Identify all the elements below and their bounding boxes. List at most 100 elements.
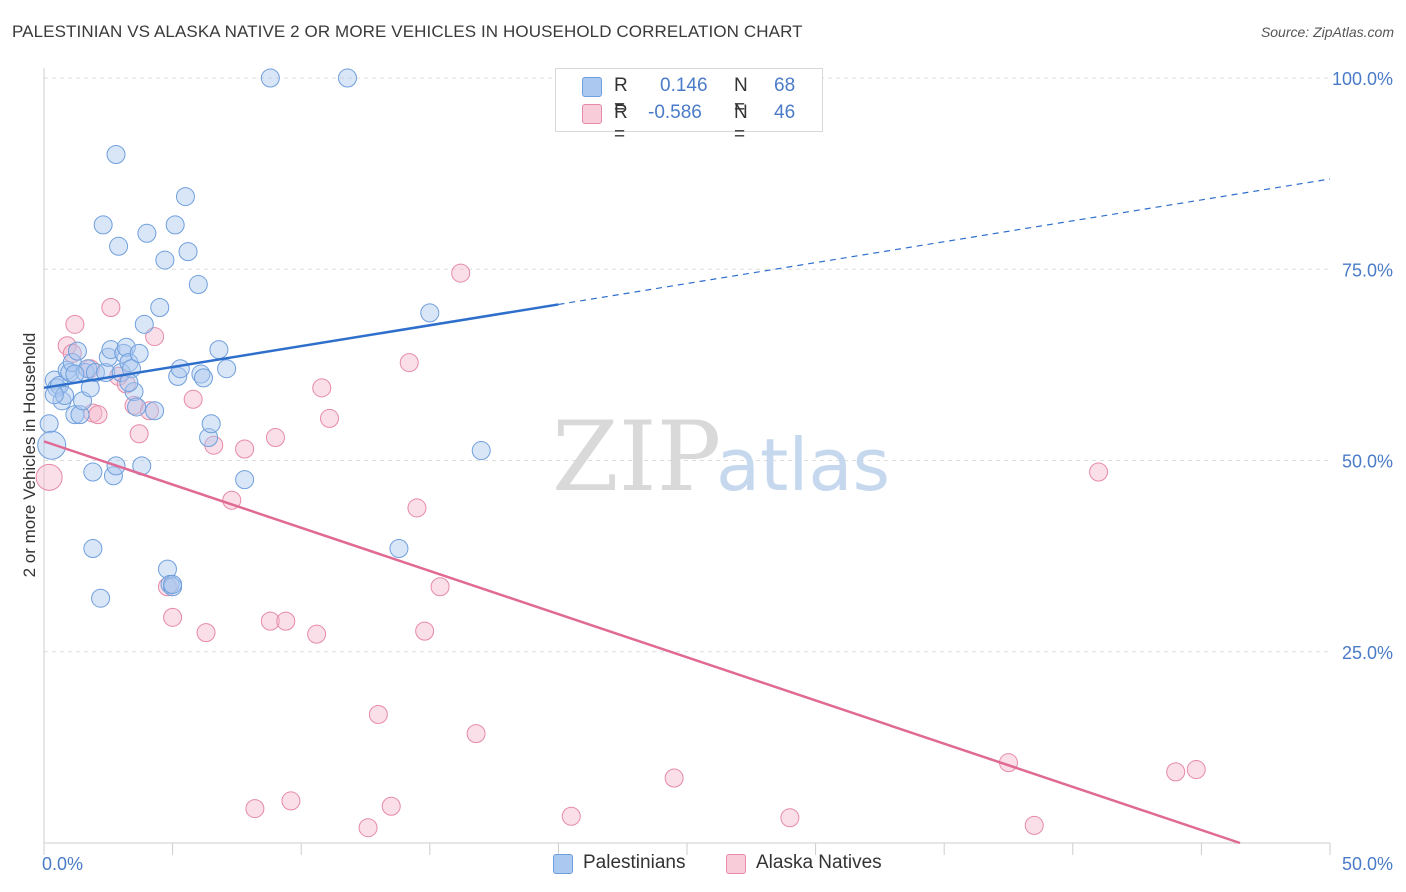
palestinians-point	[175, 187, 195, 207]
axes	[43, 68, 1331, 855]
palestinians-trend-extension	[558, 178, 1331, 306]
legend-n-label: N =	[734, 102, 748, 145]
y-tick-label: 50.0%	[1342, 452, 1393, 472]
legend-n-label: N =	[734, 75, 748, 118]
palestinians-point	[155, 250, 175, 270]
alaska-natives-point	[235, 439, 255, 459]
palestinians-point	[145, 401, 165, 421]
palestinians-point	[127, 397, 147, 417]
alaska-natives-point	[399, 353, 419, 373]
alaska-natives-point	[415, 621, 435, 641]
palestinians-points	[37, 68, 491, 608]
palestinians-point	[101, 340, 121, 360]
palestinians-point	[106, 145, 126, 164]
palestinians-point	[193, 368, 213, 388]
palestinians-point	[93, 215, 113, 235]
palestinians-point	[389, 538, 409, 558]
alaska-natives-point	[196, 623, 216, 643]
legend-r-value: -0.586	[648, 102, 702, 123]
palestinians-point	[209, 340, 229, 360]
x-tick-label: 0.0%	[42, 854, 83, 874]
palestinians-point	[157, 559, 177, 579]
alaska-natives-point	[358, 818, 378, 838]
watermark-atlas: atlas	[716, 423, 890, 507]
y-tick-label: 75.0%	[1342, 260, 1393, 280]
palestinians-point	[420, 303, 440, 323]
palestinians-point	[137, 223, 157, 243]
alaska-natives-point	[430, 577, 450, 597]
palestinians-point	[109, 236, 129, 256]
watermark-zip: ZIP	[552, 401, 721, 513]
palestinians-point	[80, 378, 100, 398]
alaska-natives-point	[265, 428, 285, 448]
legend-swatch-pink	[726, 854, 746, 874]
alaska-natives-trend-line	[43, 440, 1241, 845]
y-tick-label: 100.0%	[1332, 69, 1393, 89]
alaska-natives-point	[451, 263, 471, 283]
alaska-natives-point	[466, 724, 486, 744]
legend-swatch-blue	[553, 854, 573, 874]
palestinians-point	[98, 347, 118, 367]
alaska-natives-point	[561, 806, 581, 826]
palestinians-point	[235, 470, 255, 490]
alaska-natives-point	[664, 768, 684, 788]
chart-title: PALESTINIAN VS ALASKA NATIVE 2 OR MORE V…	[12, 22, 803, 41]
legend-r-label: R =	[614, 75, 628, 118]
alaska-natives-point	[245, 799, 265, 819]
alaska-natives-point	[407, 498, 427, 518]
alaska-natives-point	[129, 424, 149, 444]
palestinians-point	[85, 363, 105, 383]
palestinians-point	[129, 343, 149, 363]
alaska-natives-point	[281, 791, 301, 811]
watermark: ZIP atlas	[552, 401, 890, 513]
palestinians-point	[337, 68, 357, 88]
alaska-natives-point	[145, 327, 165, 347]
alaska-natives-point	[88, 405, 108, 425]
alaska-natives-point	[139, 401, 159, 421]
legend-swatch-blue	[582, 77, 602, 97]
palestinians-trend-line	[43, 303, 559, 390]
legend-n-value: 46	[774, 102, 796, 123]
palestinians-point	[201, 414, 221, 434]
palestinians-point	[39, 414, 59, 434]
legend-r-value: 0.146	[660, 75, 708, 96]
correlation-legend: R = 0.146 N = 68 R = -0.586 N = 46	[555, 68, 823, 145]
palestinians-point	[178, 242, 198, 262]
legend-n-value: 68	[774, 75, 796, 96]
alaska-natives-point	[183, 389, 203, 409]
alaska-natives-point	[319, 408, 339, 428]
source-label: Source: ZipAtlas.com	[1260, 24, 1394, 40]
palestinians-point	[188, 275, 208, 295]
palestinians-point	[260, 68, 280, 88]
alaska-natives-point	[1024, 815, 1044, 835]
alaska-natives-point	[163, 607, 183, 627]
alaska-natives-point	[381, 796, 401, 816]
alaska-natives-point	[312, 378, 332, 398]
palestinians-point	[91, 588, 111, 608]
legend-r-label: R =	[614, 102, 628, 145]
palestinians-point	[55, 385, 75, 405]
alaska-natives-point	[276, 611, 296, 631]
series-legend: Palestinians Alaska Natives	[0, 852, 1406, 878]
palestinians-point	[83, 462, 103, 482]
palestinians-point	[170, 359, 190, 379]
palestinians-point	[165, 215, 185, 235]
palestinians-point	[83, 538, 103, 558]
alaska-natives-point	[368, 704, 388, 724]
gridlines	[44, 77, 1330, 653]
palestinians-point	[124, 382, 144, 402]
palestinians-point	[163, 574, 183, 594]
palestinians-point	[67, 341, 87, 361]
legend-label-alaska-natives: Alaska Natives	[756, 852, 882, 873]
alaska-natives-point	[307, 624, 327, 644]
alaska-natives-point	[1166, 762, 1186, 782]
palestinians-point	[52, 391, 72, 411]
palestinians-point	[134, 314, 154, 334]
x-tick-label: 50.0%	[1342, 854, 1393, 874]
alaska-natives-point	[260, 611, 280, 631]
legend-label-palestinians: Palestinians	[583, 852, 686, 873]
tick-labels: 25.0% 50.0% 75.0% 100.0% 0.0% 50.0%	[42, 69, 1393, 874]
palestinians-point	[150, 298, 170, 317]
alaska-natives-point	[101, 298, 121, 317]
